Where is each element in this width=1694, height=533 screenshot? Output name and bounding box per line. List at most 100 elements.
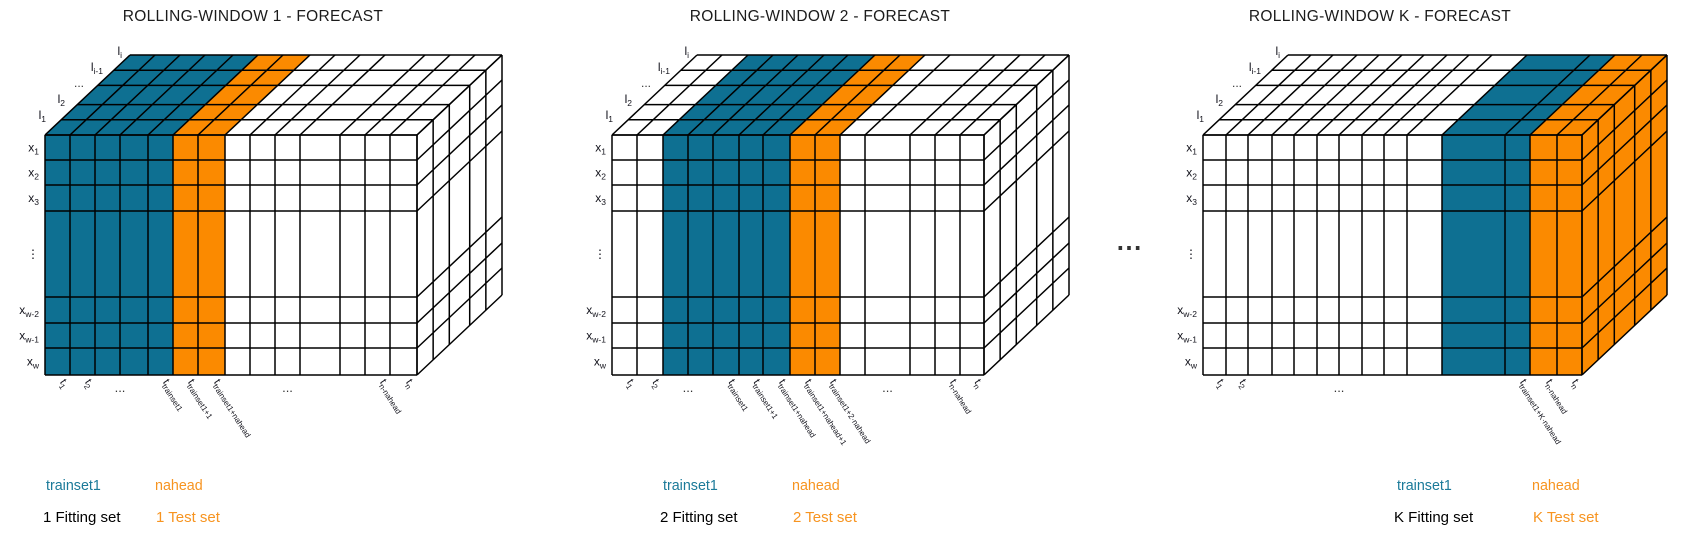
- cube-front-column: [1272, 135, 1294, 375]
- legend-trainset-label: trainset1: [663, 478, 718, 494]
- row-label: xw: [27, 355, 40, 371]
- top-column-line: [249, 54, 336, 136]
- side-row-line: [1581, 242, 1668, 324]
- time-axis-dots: ...: [282, 380, 293, 395]
- side-row-line: [416, 216, 503, 298]
- side-row-line: [1581, 79, 1668, 161]
- cube-top-band: [790, 55, 900, 135]
- cube-top-band: [935, 55, 1045, 135]
- time-axis-label: t1: [622, 377, 638, 391]
- time-axis-dots: ...: [115, 380, 126, 395]
- time-axis-label: ttrainset1: [724, 377, 754, 413]
- depth-label: li-1: [91, 60, 103, 76]
- cube-front-column: [763, 135, 790, 375]
- top-column-line: [687, 54, 774, 136]
- depth-label: li-1: [1249, 60, 1261, 76]
- top-column-line: [1271, 54, 1358, 136]
- cube-top-band: [1407, 55, 1527, 135]
- side-row-line: [983, 130, 1070, 212]
- time-axis-dots: ...: [683, 380, 694, 395]
- legend-trainset-label: trainset1: [1397, 478, 1452, 494]
- top-column-line: [662, 54, 749, 136]
- cube-front-column: [1317, 135, 1339, 375]
- time-axis-label: ttrainset1: [158, 377, 188, 413]
- cube-top-band: [390, 55, 502, 135]
- cube-top-band: [960, 55, 1069, 135]
- cube-front-column: [790, 135, 815, 375]
- top-column-line: [789, 54, 876, 136]
- cube-front-column: [713, 135, 739, 375]
- row-label: ⋮: [27, 247, 39, 261]
- row-label: x2: [28, 166, 39, 182]
- top-column-line: [1338, 54, 1425, 136]
- side-row-line: [416, 104, 503, 186]
- row-label: x2: [595, 166, 606, 182]
- top-column-line: [339, 54, 426, 136]
- cube-top-band: [663, 55, 773, 135]
- cube-front-column: [840, 135, 865, 375]
- side-row-line: [416, 267, 503, 349]
- top-column-line: [69, 54, 156, 136]
- side-row-line: [983, 242, 1070, 324]
- cube-front-column: [250, 135, 275, 375]
- cube-top-band: [1317, 55, 1424, 135]
- time-axis-label: tn: [401, 377, 417, 391]
- time-axis-label: ttrainset1+nahead: [209, 377, 256, 439]
- row-label: x3: [1186, 191, 1197, 207]
- row-label: x3: [28, 191, 39, 207]
- time-axis-label: tn-nahead: [375, 377, 407, 416]
- cube-front-column: [663, 135, 688, 375]
- side-row-line: [983, 267, 1070, 349]
- cube-top-band: [45, 55, 155, 135]
- cube-top-band: [612, 55, 722, 135]
- panels-separator-dots: ⋯: [1116, 232, 1144, 262]
- cube-front-column: [960, 135, 984, 375]
- depth-label: ...: [641, 76, 651, 90]
- top-column-line: [636, 54, 723, 136]
- row-label: ⋮: [594, 247, 606, 261]
- cube-front-column: [198, 135, 225, 375]
- cube-top-band: [365, 55, 475, 135]
- cube-top-band: [1248, 55, 1357, 135]
- cube-top-band: [225, 55, 335, 135]
- top-column-line: [762, 54, 849, 136]
- side-row-line: [983, 216, 1070, 298]
- cube-front-column: [1362, 135, 1384, 375]
- top-column-line: [197, 54, 284, 136]
- legend-trainset-label: trainset1: [46, 478, 101, 494]
- top-column-line: [299, 54, 386, 136]
- cube-top-band: [1557, 55, 1667, 135]
- legend-nahead-label: nahead: [155, 478, 203, 494]
- top-column-line: [864, 54, 951, 136]
- cube-top-band: [95, 55, 205, 135]
- cube-top-band: [865, 55, 995, 135]
- time-axis-label: t2: [648, 377, 664, 391]
- depth-label: li: [684, 44, 689, 60]
- side-row-line: [983, 104, 1070, 186]
- cube-top-band: [1530, 55, 1642, 135]
- top-column-line: [1383, 54, 1470, 136]
- top-column-line: [959, 54, 1046, 136]
- top-column-line: [147, 54, 234, 136]
- cube-front-column: [300, 135, 340, 375]
- cube-front-column: [739, 135, 763, 375]
- top-column-line: [44, 54, 131, 136]
- side-row-line: [1581, 267, 1668, 349]
- depth-label: l2: [58, 92, 66, 108]
- legend-fitting-set-label: 1 Fitting set: [43, 509, 121, 526]
- legend-test-set-label: 1 Test set: [156, 509, 221, 526]
- cube-front-column: [340, 135, 365, 375]
- depth-label: l1: [1197, 108, 1205, 124]
- cube-top-band: [148, 55, 258, 135]
- top-column-line: [389, 54, 476, 136]
- top-column-line: [712, 54, 799, 136]
- cube-front-column: [95, 135, 120, 375]
- cube-top-band: [1226, 55, 1333, 135]
- cube-front-column: [688, 135, 713, 375]
- side-row-line: [1581, 104, 1668, 186]
- side-row-line: [983, 54, 1070, 136]
- cube-front-column: [1505, 135, 1530, 375]
- cube-top-band: [1294, 55, 1402, 135]
- row-label: x1: [1186, 141, 1197, 157]
